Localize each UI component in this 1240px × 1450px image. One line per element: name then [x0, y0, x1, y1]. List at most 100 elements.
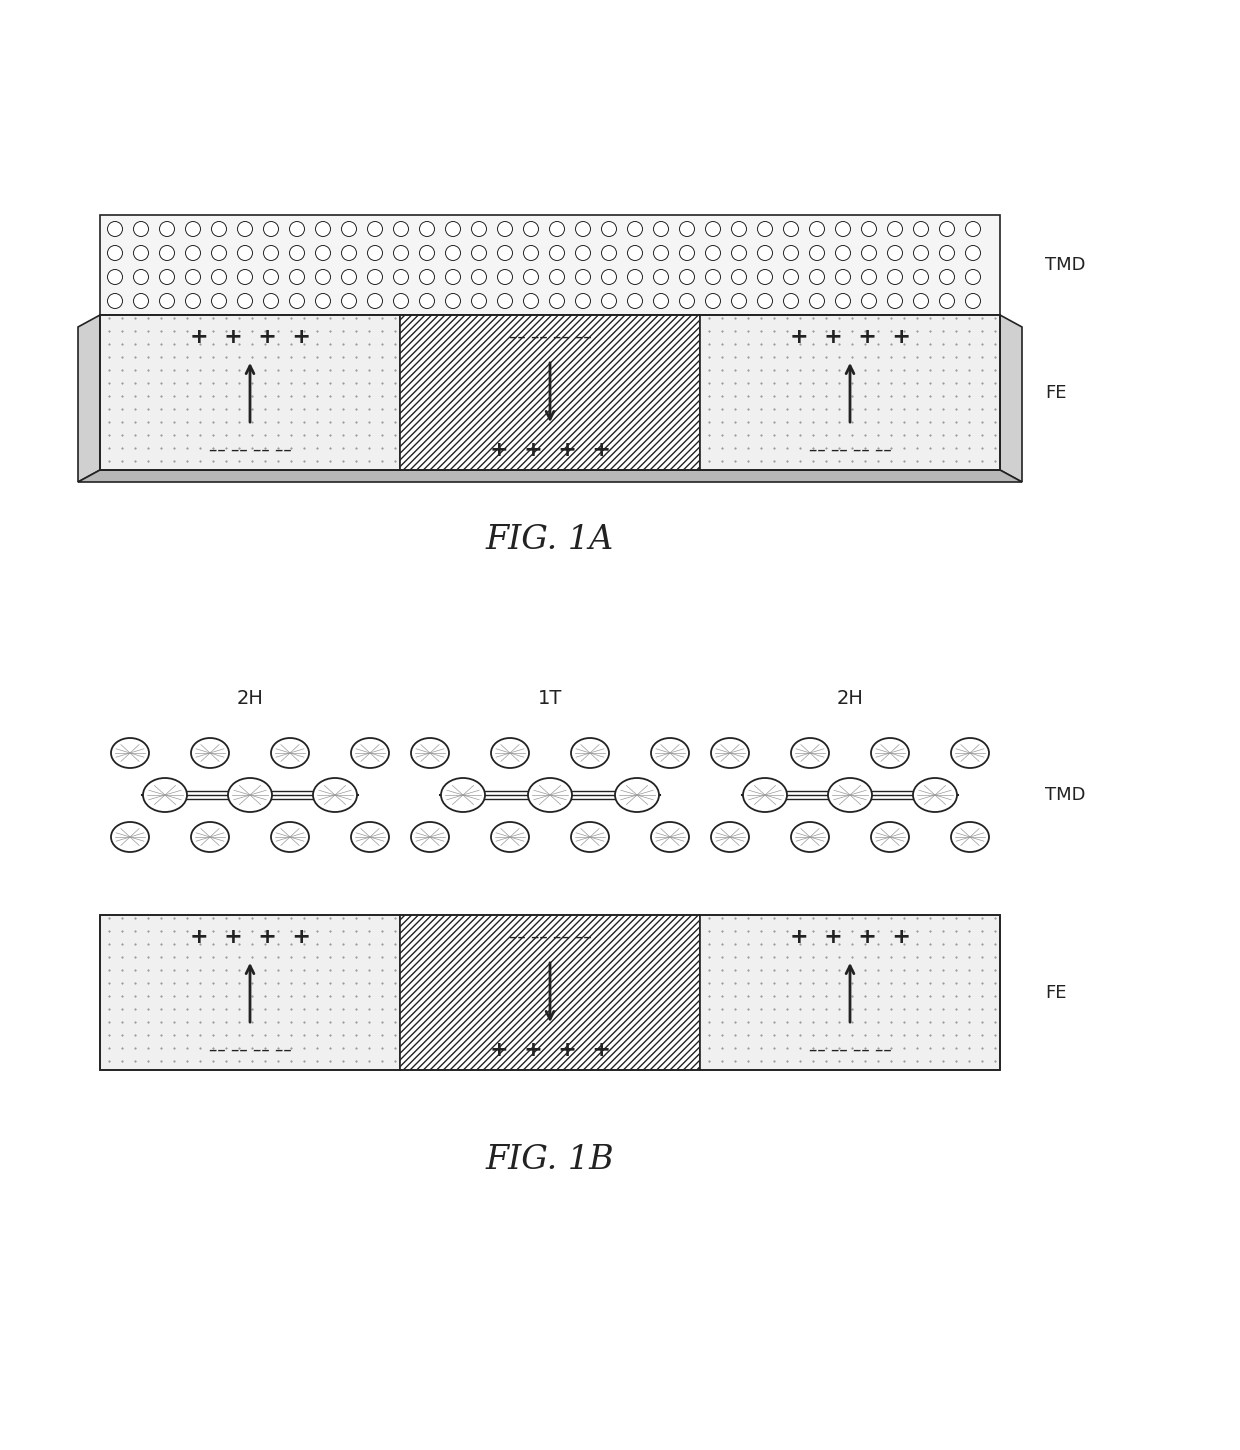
Circle shape: [732, 270, 746, 284]
Circle shape: [497, 245, 512, 261]
Ellipse shape: [791, 822, 830, 853]
Bar: [701, 315, 999, 470]
Circle shape: [341, 245, 357, 261]
Circle shape: [836, 222, 851, 236]
Ellipse shape: [410, 822, 449, 853]
Ellipse shape: [951, 822, 990, 853]
Circle shape: [732, 245, 746, 261]
Ellipse shape: [870, 738, 909, 769]
Circle shape: [186, 245, 201, 261]
Text: 2H: 2H: [837, 689, 863, 708]
Circle shape: [940, 270, 955, 284]
Bar: [401, 915, 701, 1070]
Circle shape: [393, 222, 408, 236]
Circle shape: [289, 245, 305, 261]
Circle shape: [627, 222, 642, 236]
Circle shape: [549, 245, 564, 261]
Ellipse shape: [651, 822, 689, 853]
Text: –– –– –– ––: –– –– –– ––: [208, 1041, 291, 1058]
Text: +  +  +  +: + + + +: [190, 927, 310, 947]
Ellipse shape: [191, 738, 229, 769]
Circle shape: [445, 270, 460, 284]
Circle shape: [341, 293, 357, 309]
Ellipse shape: [791, 738, 830, 769]
Circle shape: [758, 270, 773, 284]
Circle shape: [108, 270, 123, 284]
Circle shape: [160, 245, 175, 261]
Circle shape: [341, 222, 357, 236]
Circle shape: [575, 245, 590, 261]
Ellipse shape: [528, 779, 572, 812]
Circle shape: [108, 222, 123, 236]
Circle shape: [706, 245, 720, 261]
Circle shape: [212, 270, 227, 284]
Circle shape: [238, 245, 253, 261]
Ellipse shape: [312, 779, 357, 812]
Text: 1T: 1T: [538, 689, 562, 708]
Circle shape: [758, 222, 773, 236]
Circle shape: [471, 222, 486, 236]
Ellipse shape: [410, 738, 449, 769]
Circle shape: [108, 245, 123, 261]
Circle shape: [836, 293, 851, 309]
Circle shape: [940, 293, 955, 309]
Circle shape: [914, 245, 929, 261]
Ellipse shape: [743, 779, 787, 812]
Circle shape: [238, 222, 253, 236]
Circle shape: [810, 245, 825, 261]
Bar: [100, 315, 401, 470]
Text: +  +  +  +: + + + +: [490, 439, 610, 460]
Circle shape: [836, 245, 851, 261]
Circle shape: [108, 293, 123, 309]
Circle shape: [134, 270, 149, 284]
Circle shape: [940, 222, 955, 236]
Circle shape: [393, 270, 408, 284]
Text: +  +  +  +: + + + +: [490, 1040, 610, 1060]
Circle shape: [914, 293, 929, 309]
Circle shape: [263, 245, 279, 261]
Text: –– –– –– ––: –– –– –– ––: [208, 441, 291, 460]
Circle shape: [186, 222, 201, 236]
Circle shape: [263, 270, 279, 284]
Circle shape: [862, 222, 877, 236]
Circle shape: [289, 222, 305, 236]
Text: 2H: 2H: [237, 689, 263, 708]
Circle shape: [315, 293, 331, 309]
Circle shape: [914, 270, 929, 284]
Circle shape: [341, 270, 357, 284]
Circle shape: [523, 270, 538, 284]
Ellipse shape: [913, 779, 957, 812]
Circle shape: [706, 270, 720, 284]
Circle shape: [134, 293, 149, 309]
Circle shape: [160, 293, 175, 309]
Circle shape: [367, 270, 382, 284]
Circle shape: [680, 270, 694, 284]
Text: FIG. 1B: FIG. 1B: [486, 1144, 614, 1176]
Ellipse shape: [951, 738, 990, 769]
Circle shape: [940, 245, 955, 261]
Circle shape: [575, 293, 590, 309]
Circle shape: [186, 270, 201, 284]
Ellipse shape: [272, 738, 309, 769]
Circle shape: [601, 222, 616, 236]
Text: –– –– –– ––: –– –– –– ––: [508, 328, 591, 347]
Circle shape: [186, 293, 201, 309]
Circle shape: [862, 270, 877, 284]
Circle shape: [471, 270, 486, 284]
Circle shape: [445, 222, 460, 236]
Ellipse shape: [615, 779, 658, 812]
Circle shape: [601, 293, 616, 309]
Circle shape: [653, 245, 668, 261]
Circle shape: [810, 270, 825, 284]
Circle shape: [160, 270, 175, 284]
Circle shape: [497, 222, 512, 236]
Circle shape: [523, 222, 538, 236]
Circle shape: [445, 293, 460, 309]
Circle shape: [289, 293, 305, 309]
Circle shape: [549, 270, 564, 284]
Circle shape: [549, 222, 564, 236]
Ellipse shape: [112, 822, 149, 853]
Circle shape: [966, 245, 981, 261]
Bar: [701, 915, 999, 1070]
Circle shape: [212, 222, 227, 236]
